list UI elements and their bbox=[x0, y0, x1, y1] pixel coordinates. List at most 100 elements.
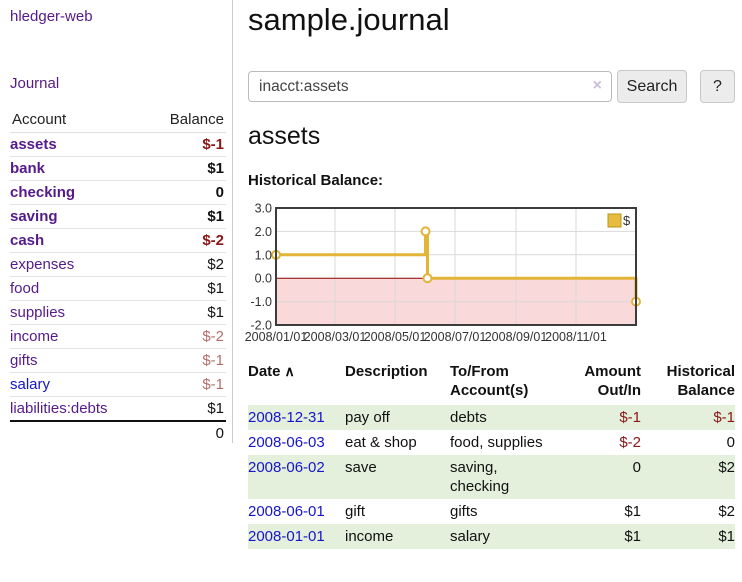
account-row: food $1 bbox=[10, 276, 226, 301]
date-link[interactable]: 2008-06-02 bbox=[248, 459, 325, 476]
date-link[interactable]: 2008-06-03 bbox=[248, 434, 325, 451]
search-box: × bbox=[248, 71, 612, 102]
transaction-balance: 0 bbox=[726, 434, 735, 451]
account-balance: $-2 bbox=[145, 324, 226, 349]
account-link[interactable]: bank bbox=[10, 160, 46, 177]
column-header-amount: Amount Out/In bbox=[584, 363, 641, 399]
transaction-description: income bbox=[345, 528, 394, 545]
register-table: Date ∧ Description To/From Account(s) Amo… bbox=[248, 360, 735, 549]
accounts-header-balance: Balance bbox=[145, 108, 226, 133]
account-link[interactable]: income bbox=[10, 328, 59, 345]
account-link[interactable]: salary bbox=[10, 376, 51, 393]
x-tick-label: 2008/03/01 bbox=[304, 330, 367, 344]
account-row: checking 0 bbox=[10, 180, 226, 205]
column-header-description: Description bbox=[345, 363, 428, 380]
transaction-accounts: salary bbox=[450, 528, 491, 545]
chart-title: Historical Balance: bbox=[248, 172, 384, 189]
account-row: bank $1 bbox=[10, 156, 226, 181]
plot-border bbox=[275, 207, 637, 326]
sidebar-item-journal[interactable]: Journal bbox=[10, 75, 60, 92]
account-balance: $1 bbox=[207, 400, 224, 417]
search-input[interactable] bbox=[248, 71, 612, 102]
y-tick-label: -1.0 bbox=[250, 295, 272, 309]
transaction-description: eat & shop bbox=[345, 434, 417, 451]
x-tick-label: 2008/07/01 bbox=[424, 330, 487, 344]
account-row: assets $-1 bbox=[10, 132, 226, 157]
date-header-label: Date bbox=[248, 363, 281, 380]
transaction-amount: $1 bbox=[624, 528, 641, 545]
account-link[interactable]: cash bbox=[10, 232, 45, 249]
account-balance: $-2 bbox=[145, 228, 226, 253]
account-row: cash $-2 bbox=[10, 228, 226, 253]
account-balance: 0 bbox=[145, 180, 226, 205]
transaction-accounts: gifts bbox=[450, 503, 478, 520]
help-button[interactable]: ? bbox=[700, 70, 735, 103]
account-row: liabilities:debts $1 bbox=[10, 397, 226, 422]
transaction-balance: $2 bbox=[718, 459, 735, 476]
transaction-amount: $1 bbox=[624, 503, 641, 520]
transaction-description: pay off bbox=[345, 409, 390, 426]
account-balance: $-1 bbox=[145, 132, 226, 157]
sort-ascending-icon: ∧ bbox=[284, 363, 295, 379]
transaction-row: 2008-12-31 pay off debts $-1 $-1 bbox=[248, 405, 735, 430]
account-row: salary $-1 bbox=[10, 372, 226, 397]
date-link[interactable]: 2008-06-01 bbox=[248, 503, 325, 520]
legend-swatch bbox=[607, 213, 622, 228]
account-link[interactable]: liabilities:debts bbox=[10, 400, 108, 417]
x-tick-label: 2008/05/01 bbox=[364, 330, 427, 344]
accounts-table: Account Balance assets $-1 bank $1 checking 0… bbox=[10, 108, 226, 445]
historical-balance-chart: $3.0 2.0 1.0 0.0 -1.0 -2.0 2008/01/01 2008/03/0… bbox=[245, 200, 742, 350]
account-link[interactable]: gifts bbox=[10, 352, 38, 369]
search-bar: × Search ? bbox=[248, 70, 742, 104]
y-tick-label: 0.0 bbox=[255, 272, 272, 286]
y-tick-label: -2.0 bbox=[250, 319, 272, 333]
transaction-amount: $-1 bbox=[619, 409, 641, 426]
transaction-balance: $1 bbox=[718, 528, 735, 545]
chart-svg: $3.0 2.0 1.0 0.0 -1.0 -2.02008/01/012008/03/0… bbox=[245, 202, 641, 344]
account-link[interactable]: assets bbox=[10, 136, 57, 153]
data-point[interactable] bbox=[420, 226, 431, 237]
column-header-date[interactable]: Date ∧ bbox=[248, 360, 345, 405]
account-balance: $-1 bbox=[145, 348, 226, 373]
data-point[interactable] bbox=[422, 273, 433, 284]
clear-search-icon[interactable]: × bbox=[592, 77, 602, 94]
account-heading: assets bbox=[248, 122, 321, 150]
transaction-accounts: debts bbox=[450, 409, 487, 426]
transaction-row: 2008-06-03 eat & shop food, supplies $-2 0 bbox=[248, 430, 735, 455]
account-balance: $1 bbox=[145, 204, 226, 229]
transaction-row: 2008-06-01 gift gifts $1 $2 bbox=[248, 499, 735, 524]
account-balance: $1 bbox=[145, 300, 226, 325]
sidebar: hledger-web Journal Account Balance asse… bbox=[0, 0, 233, 445]
account-balance: $2 bbox=[145, 252, 226, 277]
transaction-row: 2008-01-01 income salary $1 $1 bbox=[248, 524, 735, 549]
main-content: sample.journal × Search ? assets Histori… bbox=[245, 0, 742, 582]
account-link[interactable]: saving bbox=[10, 208, 58, 225]
y-tick-label: 3.0 bbox=[255, 202, 272, 216]
legend-label: $ bbox=[623, 213, 631, 228]
app-title-link[interactable]: hledger-web bbox=[10, 8, 93, 25]
account-link[interactable]: checking bbox=[10, 184, 76, 201]
account-row: income $-2 bbox=[10, 324, 226, 349]
y-tick-label: 1.0 bbox=[255, 248, 272, 262]
account-balance: $1 bbox=[145, 276, 226, 301]
account-row: expenses $2 bbox=[10, 252, 226, 277]
transaction-balance: $-1 bbox=[713, 409, 735, 426]
date-link[interactable]: 2008-12-31 bbox=[248, 409, 325, 426]
account-link[interactable]: expenses bbox=[10, 256, 75, 273]
transaction-description: gift bbox=[345, 503, 366, 520]
transaction-description: save bbox=[345, 459, 377, 476]
y-tick-label: 2.0 bbox=[255, 225, 272, 239]
account-link[interactable]: supplies bbox=[10, 304, 66, 321]
account-row: saving $1 bbox=[10, 204, 226, 229]
transaction-amount: $-2 bbox=[619, 434, 641, 451]
accounts-total-value: 0 bbox=[10, 420, 226, 445]
register-header-row: Date ∧ Description To/From Account(s) Amo… bbox=[248, 360, 735, 405]
transaction-row: 2008-06-02 save saving, checking 0 $2 bbox=[248, 455, 735, 499]
column-header-balance: Historical Balance bbox=[666, 363, 735, 399]
page-title: sample.journal bbox=[248, 2, 450, 37]
account-link[interactable]: food bbox=[10, 280, 40, 297]
date-link[interactable]: 2008-01-01 bbox=[248, 528, 325, 545]
accounts-header-account: Account bbox=[10, 108, 146, 133]
transaction-amount: 0 bbox=[632, 459, 641, 476]
search-button[interactable]: Search bbox=[617, 70, 687, 103]
